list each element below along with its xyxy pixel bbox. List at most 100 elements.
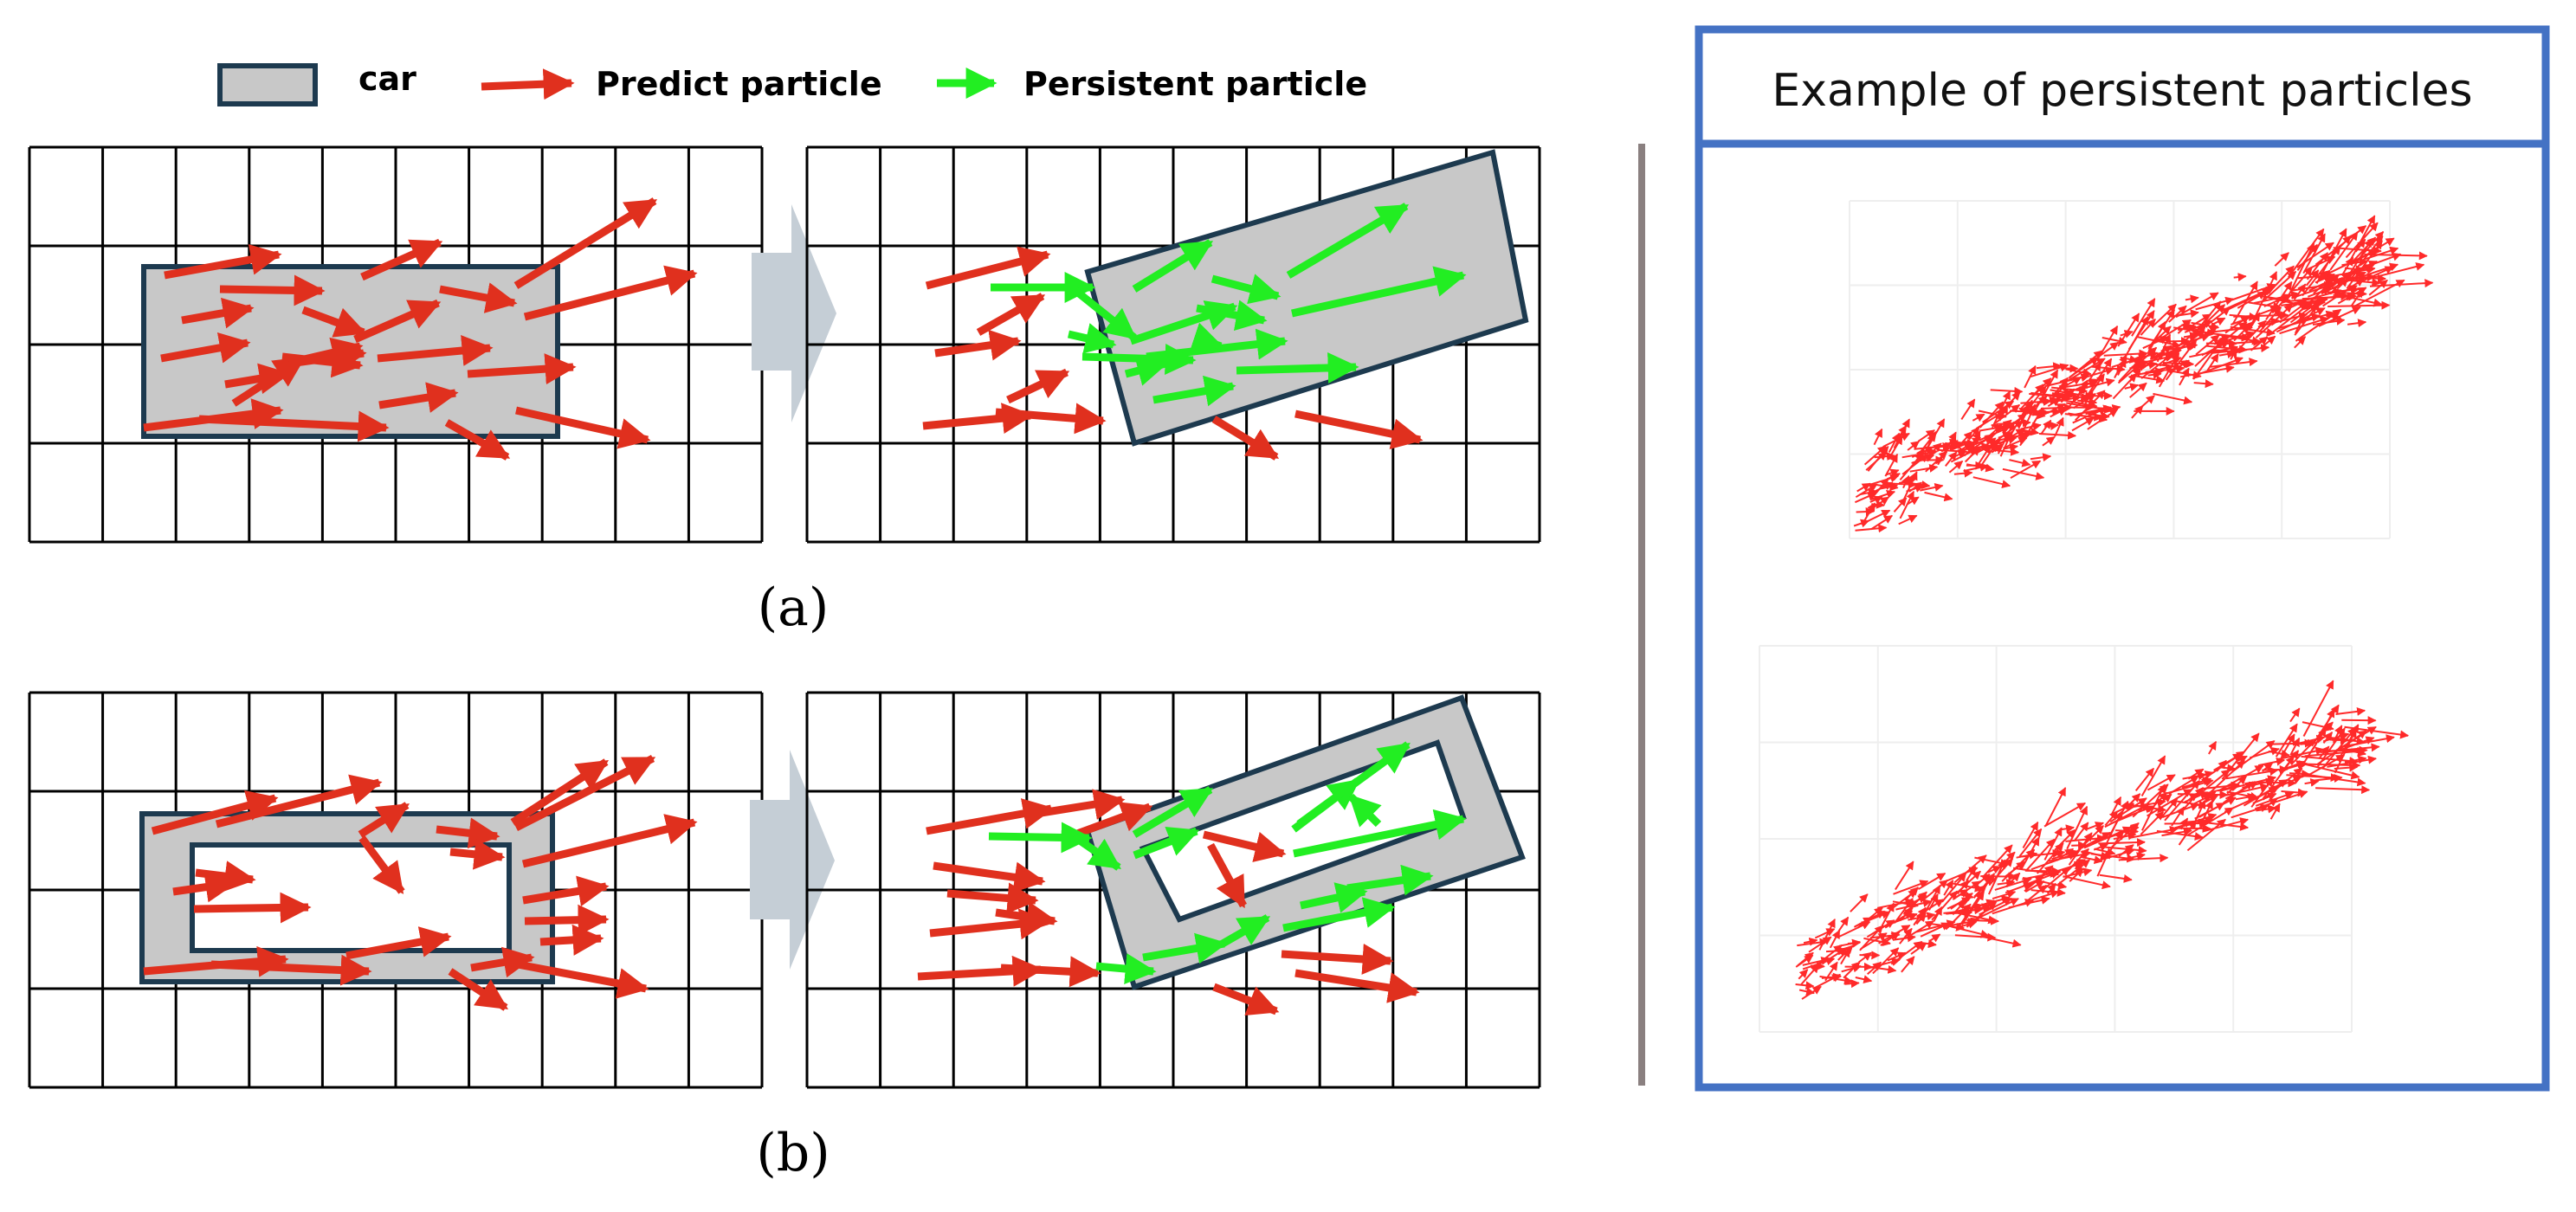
example-particle-arrow [2111, 822, 2140, 848]
example-particle-arrow [2231, 803, 2269, 819]
example-particle-arrow [2022, 821, 2039, 848]
persistent-particle-arrow [1152, 375, 1236, 407]
predict-legend-label: Predict particle [596, 65, 882, 103]
car-interior [190, 842, 512, 953]
example-particle-arrow [2118, 357, 2142, 383]
example-particle-arrow [1850, 893, 1869, 912]
caption-b: (b) [756, 1123, 830, 1183]
example-particle-arrow [2230, 326, 2276, 337]
example-particle-arrow [2160, 342, 2198, 352]
predict-particle-arrow [521, 814, 698, 868]
example-particle-arrow [1992, 890, 2017, 900]
predict-particle-arrow [224, 363, 291, 395]
caption-a: (a) [758, 577, 830, 638]
example-particle-arrow [2311, 704, 2340, 747]
example-particle-arrow [2304, 778, 2320, 787]
example-particle-arrow [2349, 260, 2378, 274]
example-particle-arrow [2185, 294, 2199, 304]
example-particle-arrow [2218, 350, 2237, 358]
example-particle-arrow [1960, 398, 1976, 420]
example-particle-arrow [1910, 942, 1927, 955]
example-particle-arrow [2298, 727, 2327, 770]
example-particle-arrow [2145, 364, 2185, 374]
example-particle-arrow [1955, 870, 1981, 895]
example-particle-arrow [1993, 447, 2020, 456]
example-particle-arrow [2051, 385, 2089, 395]
example-particle-arrow [2101, 336, 2127, 345]
example-particle-arrow [2069, 404, 2113, 416]
predict-particle-arrow [926, 798, 1055, 835]
example-particle-arrow [2004, 861, 2026, 878]
example-particle-arrow [2117, 358, 2127, 376]
persistent-particle-arrow [1081, 343, 1197, 375]
example-particle-arrow [2164, 780, 2200, 822]
example-particle-arrow [2043, 802, 2086, 828]
predict-particle-arrow [215, 774, 383, 828]
example-particle-arrow [1843, 961, 1861, 979]
predict-particle-arrow [929, 908, 1051, 940]
example-particle-arrow [2064, 376, 2082, 387]
example-particle-arrow [2018, 407, 2042, 416]
example-particle-arrow [2006, 413, 2027, 429]
persistent-particle-arrow [1293, 809, 1467, 858]
predict-particle-arrow [522, 875, 610, 907]
example-particle-arrow [1795, 981, 1815, 990]
predict-particle-arrow [946, 882, 1039, 914]
example-particle-arrow [1953, 468, 1973, 478]
example-particle-arrow [2266, 317, 2280, 326]
example-particle-arrow [2035, 369, 2059, 410]
example-particle-arrow [2068, 350, 2103, 379]
example-particle-arrow [1943, 906, 1984, 915]
example-particle-arrow [1997, 879, 2016, 888]
predict-particle-arrow [1281, 943, 1394, 975]
example-particle-arrow [2192, 794, 2212, 806]
example-particle-arrow [2306, 252, 2328, 280]
predict-particle-arrow [995, 403, 1107, 435]
predict-particles [143, 197, 698, 461]
example-particle-arrow [2287, 292, 2350, 303]
example-particle-arrow [1829, 929, 1841, 949]
example-particle-arrow [2072, 407, 2108, 424]
example-particle-arrow [2348, 238, 2373, 275]
example-particle-arrow [2189, 300, 2222, 340]
example-particle-arrow [2173, 326, 2216, 338]
predict-particle-arrow [378, 382, 459, 413]
example-particle-arrow [1982, 423, 2003, 442]
example-particle-arrow [2074, 822, 2089, 841]
car-legend-swatch [217, 63, 318, 106]
example-particle-arrow [1884, 910, 1914, 929]
example-particle-arrow [2187, 768, 2205, 780]
example-particle-arrow [2018, 828, 2043, 857]
example-particle-arrow [1954, 932, 1997, 942]
predict-particle-arrow [360, 238, 443, 281]
example-particle-arrow [2277, 267, 2313, 307]
example-particle-arrow [1859, 925, 1884, 951]
predict-particle-arrow [358, 802, 410, 838]
persistent-particle-arrow [1189, 322, 1224, 352]
example-particle-arrow [2337, 287, 2367, 305]
example-particle-arrow [1838, 938, 1862, 948]
example-particle-arrow [2195, 334, 2220, 356]
example-particle-arrow [2251, 271, 2278, 323]
example-particle-arrow [2051, 849, 2079, 861]
example-particle-arrow [2120, 330, 2134, 338]
example-particle-arrow [1937, 447, 1968, 456]
example-particle-arrow [2205, 759, 2245, 797]
particles [922, 203, 1467, 461]
example-particle-arrow [2081, 831, 2111, 849]
example-particle-arrow [1958, 890, 1984, 928]
example-particle-arrow [1899, 452, 1924, 481]
persistent-particle-arrow [1142, 932, 1228, 964]
example-particle-arrow [1800, 964, 1820, 985]
example-particle-arrow [1894, 898, 1914, 924]
red-arrow-icon [481, 68, 575, 100]
example-particle-arrow [2162, 359, 2195, 369]
example-particle-arrow [2327, 755, 2377, 768]
example-particle-arrow [2168, 775, 2199, 795]
example-particle-arrow [1979, 898, 2019, 919]
example-particle-arrow [2179, 367, 2190, 386]
example-particle-arrow [1895, 861, 1914, 891]
example-particle-arrow [2008, 895, 2050, 909]
example-particle-arrow [1899, 927, 1913, 944]
